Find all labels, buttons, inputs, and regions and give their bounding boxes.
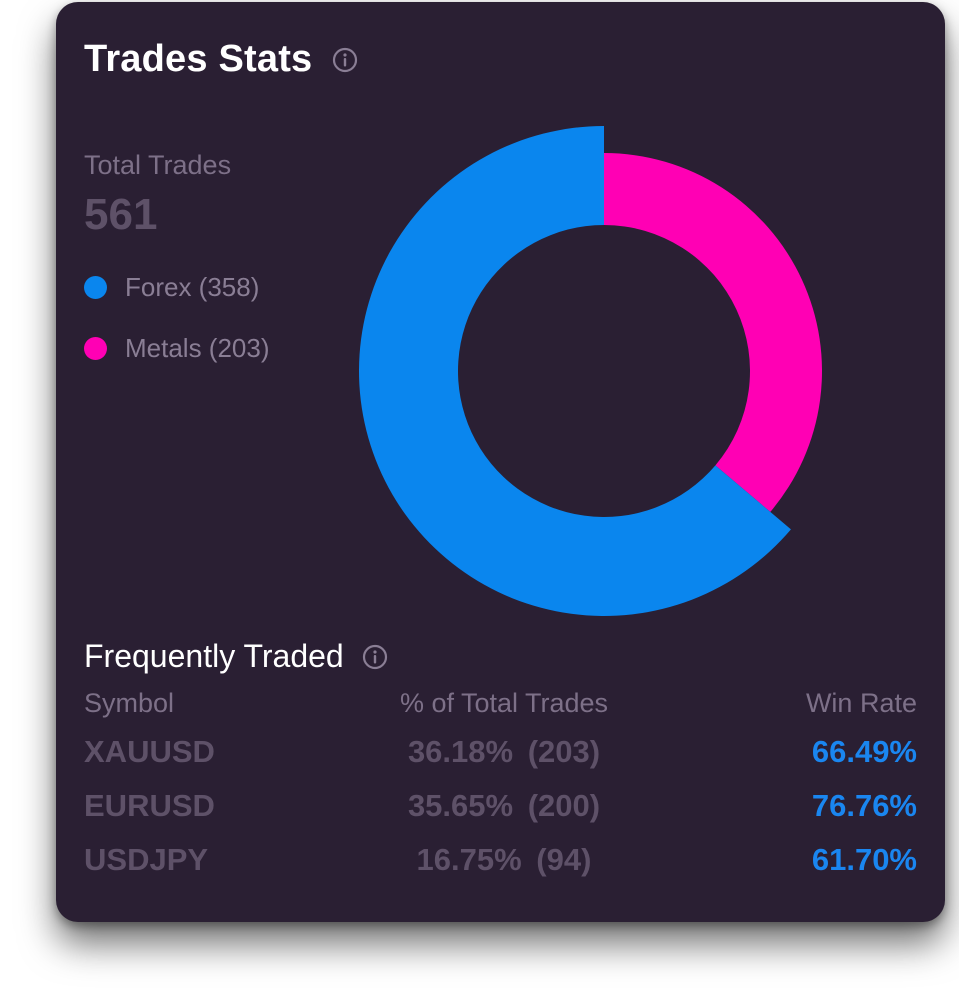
symbol-cell: USDJPY xyxy=(84,842,209,877)
column-header-pct: % of Total Trades xyxy=(399,688,609,718)
legend-dot-forex xyxy=(84,276,107,299)
table-header-row: Symbol % of Total Trades Win Rate xyxy=(84,688,917,734)
symbol-cell: XAUUSD xyxy=(84,734,215,769)
info-icon[interactable] xyxy=(362,644,388,670)
frequently-traded-table: Symbol % of Total Trades Win Rate XAUUSD… xyxy=(84,688,917,896)
table-row: USDJPY 16.75% (94) 61.70% xyxy=(84,842,917,896)
column-header-win-rate: Win Rate xyxy=(805,688,917,718)
legend-item-forex: Forex (358) xyxy=(84,272,259,303)
legend-label-forex: Forex (358) xyxy=(125,272,260,302)
table-row: XAUUSD 36.18% (203) 66.49% xyxy=(84,734,917,788)
card-header: Trades Stats xyxy=(84,38,358,81)
donut-slice-forex[interactable] xyxy=(359,126,791,616)
frequently-traded-header: Frequently Traded xyxy=(84,638,388,675)
win-rate-cell: 66.49% xyxy=(811,734,917,769)
total-trades-value: 561 xyxy=(84,190,158,239)
donut-chart xyxy=(359,126,822,616)
table-row: EURUSD 35.65% (200) 76.76% xyxy=(84,788,917,842)
donut-slice-metals[interactable] xyxy=(604,153,822,512)
card-title: Trades Stats xyxy=(84,38,313,80)
info-icon[interactable] xyxy=(332,47,358,73)
trades-stats-card: Trades Stats Total Trades 561 Forex (358… xyxy=(56,2,945,922)
frequently-traded-title: Frequently Traded xyxy=(84,638,344,674)
symbol-cell: EURUSD xyxy=(84,788,215,823)
column-header-symbol: Symbol xyxy=(84,688,175,718)
legend-label-metals: Metals (203) xyxy=(125,333,270,363)
pct-cell: 36.18% (203) xyxy=(407,734,601,769)
pct-cell: 35.65% (200) xyxy=(407,788,601,823)
legend-dot-metals xyxy=(84,337,107,360)
pct-cell: 16.75% (94) xyxy=(416,842,592,877)
total-trades-label: Total Trades xyxy=(84,150,232,180)
legend-item-metals: Metals (203) xyxy=(84,333,270,364)
win-rate-cell: 61.70% xyxy=(811,842,917,877)
win-rate-cell: 76.76% xyxy=(811,788,917,823)
